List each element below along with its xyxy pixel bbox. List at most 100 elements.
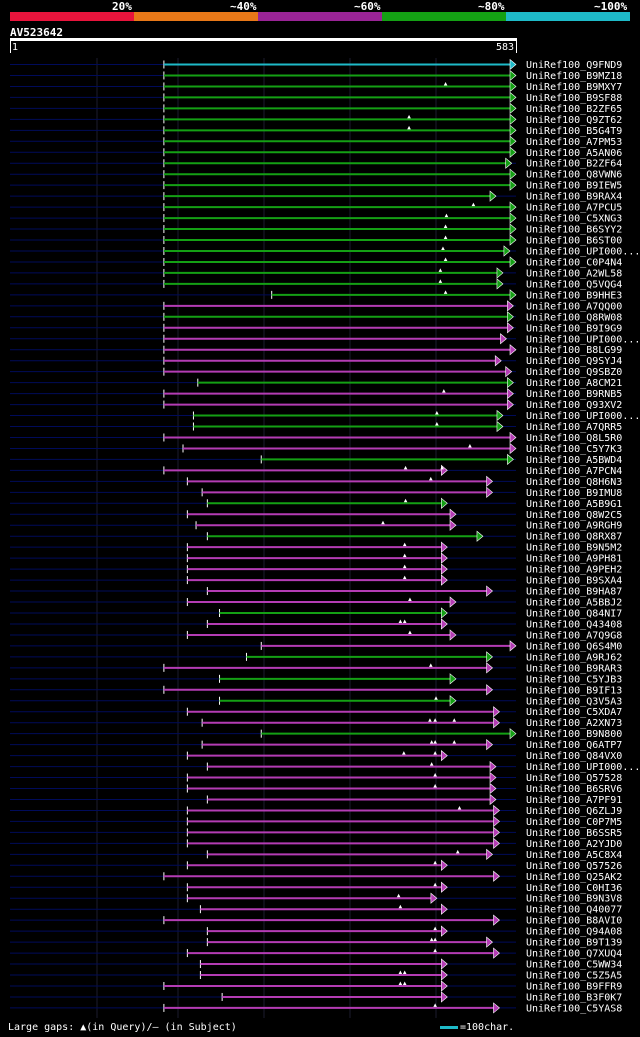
hit-arrowhead: [486, 662, 493, 674]
query-id: AV523642: [10, 26, 63, 39]
query-gap-marker: [428, 663, 433, 667]
hit-arrowhead: [493, 826, 500, 839]
hit-row: UniRef100_Q8W2C5: [10, 508, 622, 521]
hit-label: UniRef100_B6SRV6: [526, 784, 622, 795]
hit-label: UniRef100_B2ZF64: [526, 159, 622, 170]
hit-row: UniRef100_A7PCU5: [10, 201, 622, 214]
hit-label: UniRef100_Q8RX87: [526, 532, 622, 543]
hit-row: UniRef100_B8AVI0: [10, 914, 622, 927]
query-gap-marker: [433, 860, 437, 865]
hit-arrowhead: [509, 146, 517, 158]
hit-label: UniRef100_UPI000...: [526, 411, 640, 422]
hit-row: UniRef100_B9MZ18: [10, 69, 622, 82]
hit-label: UniRef100_B8LG99: [526, 345, 622, 356]
query-gap-marker: [433, 1003, 437, 1007]
hit-label: UniRef100_C5YJB3: [526, 674, 622, 685]
query-gap-marker: [433, 882, 437, 887]
hit-row: UniRef100_B9IF13: [10, 684, 622, 696]
hit-arrowhead: [449, 673, 457, 685]
hit-arrowhead: [493, 870, 500, 882]
hit-row: UniRef100_B9N3V8: [10, 892, 622, 905]
query-gap-marker: [433, 740, 437, 744]
query-gap-marker: [429, 937, 434, 942]
hit-arrowhead: [509, 124, 517, 136]
hit-label: UniRef100_B9N800: [526, 729, 622, 740]
hit-arrowhead: [486, 585, 493, 597]
hit-arrowhead: [441, 958, 448, 970]
legend-swatch-5: [506, 12, 630, 21]
hit-row: UniRef100_Q40077: [10, 903, 622, 916]
hit-row: UniRef100_A9RJ62: [10, 651, 622, 663]
legend-swatch-3: [258, 12, 382, 21]
hit-arrowhead: [493, 914, 500, 926]
hit-arrowhead: [507, 300, 514, 312]
hit-arrowhead: [496, 420, 504, 433]
query-gap-marker: [402, 619, 407, 623]
hit-label: UniRef100_B8AVI0: [526, 916, 622, 927]
query-gap-marker: [443, 257, 448, 261]
hit-arrowhead: [496, 409, 504, 422]
hit-row: UniRef100_C0P4N4: [10, 256, 622, 268]
hit-arrowhead: [500, 333, 507, 345]
query-gap-marker: [471, 202, 476, 207]
hit-row: UniRef100_Q8L5R0: [10, 431, 622, 444]
hit-arrowhead: [496, 267, 504, 279]
hit-arrowhead: [493, 717, 500, 729]
hit-row: UniRef100_C5Y7K3: [10, 442, 622, 455]
hit-arrowhead: [509, 102, 517, 115]
hit-arrowhead: [486, 651, 493, 663]
hit-arrowhead: [486, 936, 493, 948]
hit-arrowhead: [449, 519, 457, 531]
hit-row: UniRef100_Q25AK2: [10, 870, 622, 883]
query-gap-marker: [429, 762, 434, 766]
hit-label: UniRef100_B9SXA4: [526, 576, 622, 587]
query-gap-marker: [402, 564, 407, 569]
hit-row: UniRef100_Q7XUQ4: [10, 947, 622, 960]
hit-label: UniRef100_B9FFR9: [526, 981, 622, 992]
hit-label: UniRef100_B9I9G9: [526, 323, 622, 334]
hit-arrowhead: [509, 234, 517, 246]
hit-label: UniRef100_UPI000...: [526, 246, 640, 257]
hit-row: UniRef100_B6SYY2: [10, 223, 622, 236]
query-gap-marker: [443, 290, 448, 294]
query-gap-marker: [433, 718, 437, 722]
hit-row: UniRef100_UPI000...: [10, 245, 640, 257]
hit-label: UniRef100_UPI000...: [526, 334, 640, 345]
hit-arrowhead: [430, 892, 438, 904]
query-gap-marker: [408, 630, 412, 634]
hit-row: UniRef100_B2ZF64: [10, 157, 622, 170]
hit-row: UniRef100_Q6ATP7: [10, 738, 622, 751]
hit-row: UniRef100_Q84NI7: [10, 607, 622, 620]
query-gap-marker: [381, 520, 385, 525]
query-gap-marker: [433, 751, 437, 755]
hit-row: UniRef100_A9RGH9: [10, 519, 622, 532]
hit-label: UniRef100_A7PM53: [526, 137, 622, 148]
hit-arrowhead: [509, 69, 517, 82]
query-gap-marker: [433, 926, 437, 931]
hit-arrowhead: [493, 706, 500, 718]
hit-label: UniRef100_C5XDA7: [526, 707, 622, 718]
hit-row: UniRef100_C5XNG3: [10, 212, 622, 225]
hit-label: UniRef100_C0HI36: [526, 883, 622, 894]
query-gap-marker: [402, 751, 406, 755]
hit-label: UniRef100_Q57526: [526, 861, 622, 872]
hit-row: UniRef100_A7Q9G8: [10, 629, 622, 641]
hit-arrowhead: [441, 903, 448, 915]
hit-row: UniRef100_Q6ZLJ9: [10, 804, 622, 817]
hit-arrowhead: [507, 376, 514, 389]
hit-label: UniRef100_A5BWD4: [526, 455, 622, 466]
query-gap-marker: [438, 279, 443, 283]
query-gap-marker: [396, 893, 401, 898]
hit-row: UniRef100_B9I9G9: [10, 322, 622, 334]
query-gap-marker: [402, 542, 407, 547]
hit-arrowhead: [503, 245, 511, 257]
hit-arrowhead: [494, 355, 502, 367]
hit-label: UniRef100_Q3V5A3: [526, 696, 622, 707]
hit-arrowhead: [486, 475, 493, 488]
hit-label: UniRef100_Q8L5R0: [526, 433, 622, 444]
scale-bar: [440, 1025, 458, 1029]
hit-row: UniRef100_B8LG99: [10, 344, 622, 356]
hit-label: UniRef100_Q5VQG4: [526, 279, 622, 290]
hit-label: UniRef100_B9N5M2: [526, 543, 622, 554]
